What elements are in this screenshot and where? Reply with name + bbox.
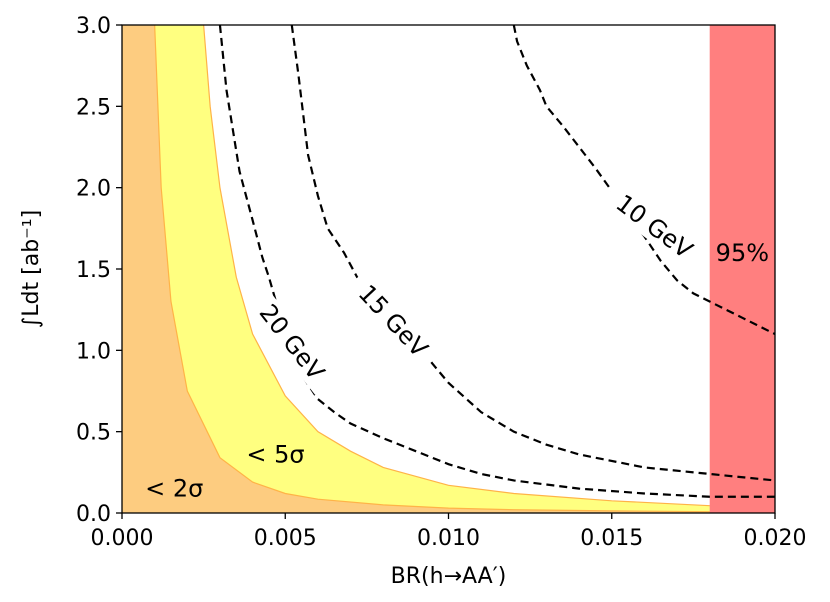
- contour-label-10-gev: 10 GeV: [601, 181, 708, 272]
- x-axis-title: BR(h→AA′): [391, 564, 507, 589]
- annotation--5-: < 5σ: [246, 441, 304, 469]
- annotation--2-: < 2σ: [145, 475, 203, 503]
- x-tick-label: 0.015: [580, 526, 643, 551]
- plot-area: [122, 25, 775, 513]
- contour-label-text: 10 GeV: [611, 189, 699, 265]
- band-2sigma-edge: [154, 25, 775, 513]
- contour-label-bg: [246, 289, 338, 395]
- y-tick-label: 1.0: [76, 339, 111, 364]
- band-5sigma: [122, 25, 775, 513]
- y-tick-label: 1.5: [76, 258, 111, 283]
- y-tick-label: 2.0: [76, 177, 111, 202]
- x-tick-label: 0.005: [254, 526, 317, 551]
- contour-label-15-gev: 15 GeV: [344, 270, 442, 372]
- contour-label-bg: [601, 181, 708, 272]
- contour-10-gev: [512, 25, 775, 336]
- contour-20-gev: [218, 25, 775, 498]
- excluded-region-95: [709, 25, 775, 513]
- x-tick-label: 0.020: [744, 526, 807, 551]
- contour-label-bg: [344, 270, 442, 372]
- y-tick-label: 3.0: [76, 14, 111, 39]
- band-2sigma: [122, 25, 775, 513]
- axis-ticks: 0.000 0.005 0.010 0.015 0.020 0.0 0.5 1.0 1.5 2.0…: [76, 14, 806, 551]
- band-5sigma-edge: [203, 25, 775, 508]
- x-tick-label: 0.010: [417, 526, 480, 551]
- x-tick-label: 0.000: [91, 526, 154, 551]
- annotation-95-: 95%: [716, 239, 769, 267]
- y-tick-label: 0.0: [76, 502, 111, 527]
- y-axis-title: ∫Ldt [ab⁻¹]: [19, 210, 44, 328]
- y-tick-label: 2.5: [76, 95, 111, 120]
- y-tick-label: 0.5: [76, 421, 111, 446]
- contour-label-text: 15 GeV: [353, 279, 434, 363]
